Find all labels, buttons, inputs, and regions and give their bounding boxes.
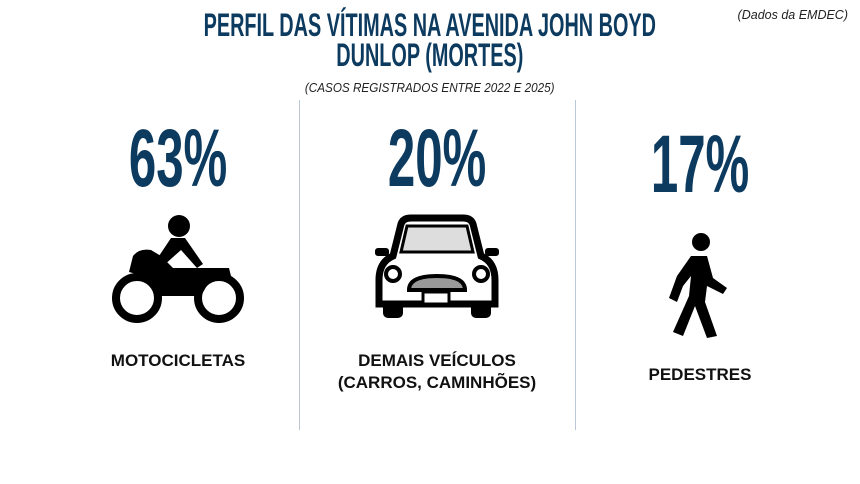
car-icon xyxy=(375,214,499,318)
stat-value: 17% xyxy=(650,119,750,210)
pedestrian-icon xyxy=(669,233,727,338)
subtitle: (CASOS REGISTRADOS ENTRE 2022 E 2025) xyxy=(305,80,555,95)
stat-label: MOTOCICLETAS xyxy=(110,351,246,370)
column-divider xyxy=(299,100,300,430)
stat-value: 20% xyxy=(387,113,487,204)
stat-label-line-2: (CARROS, CAMINHÕES) xyxy=(337,373,537,392)
stat-label-line-1: DEMAIS VEÍCULOS xyxy=(358,351,516,370)
motorcycle-icon xyxy=(112,215,244,323)
source-note: (Dados da EMDEC) xyxy=(737,8,848,22)
stat-label: PEDESTRES xyxy=(648,365,752,384)
stat-value: 63% xyxy=(128,113,228,204)
title-line-2: DUNLOP (MORTES) xyxy=(336,37,524,73)
column-divider xyxy=(575,100,576,430)
title-line-1: PERFIL DAS VÍTIMAS NA AVENIDA JOHN BOYD xyxy=(203,7,657,43)
